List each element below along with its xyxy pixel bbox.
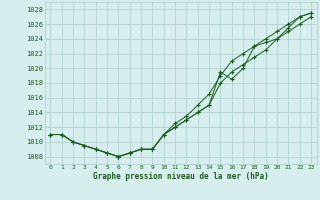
X-axis label: Graphe pression niveau de la mer (hPa): Graphe pression niveau de la mer (hPa) bbox=[93, 172, 269, 181]
